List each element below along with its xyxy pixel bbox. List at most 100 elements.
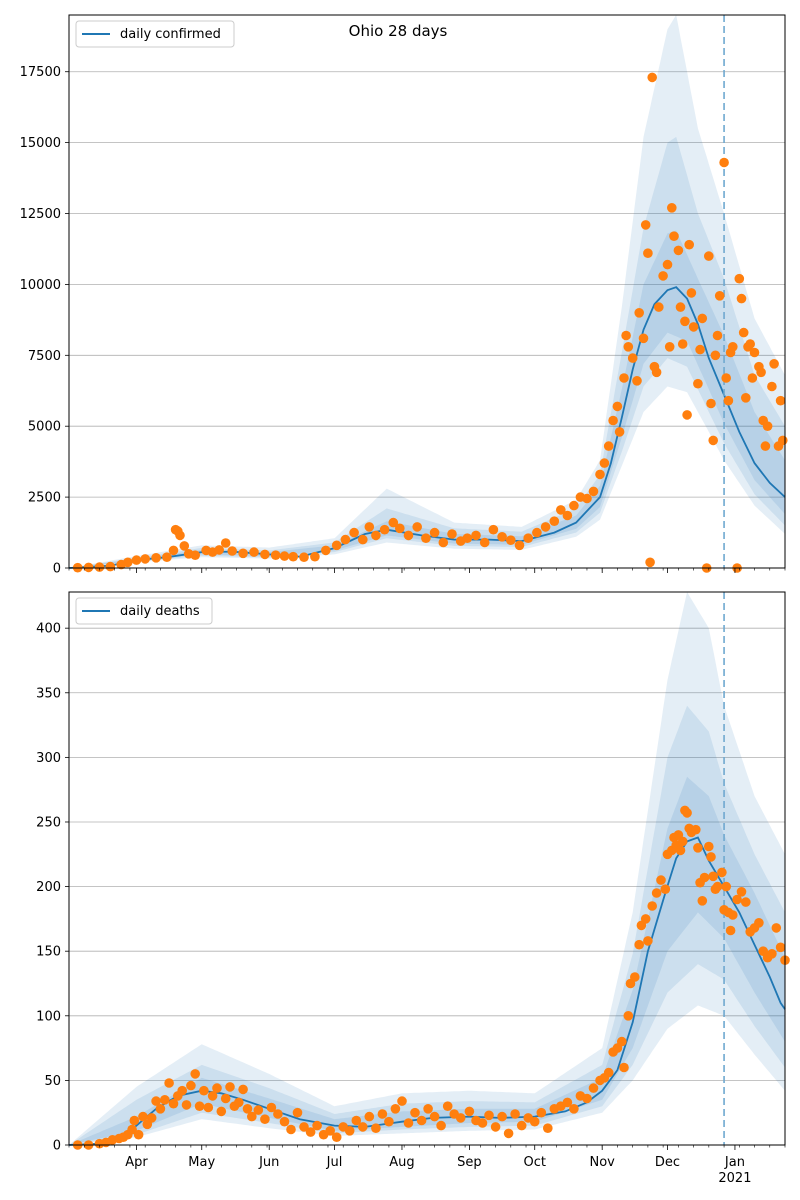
y-tick-label: 50: [44, 1074, 61, 1089]
observed-point: [756, 367, 766, 378]
observed-point: [677, 836, 688, 847]
observed-point: [455, 1113, 466, 1123]
observed-point: [762, 421, 773, 432]
observed-point: [556, 505, 566, 515]
observed-point: [723, 395, 734, 406]
observed-point: [168, 545, 179, 556]
observed-point: [640, 914, 651, 924]
observed-point: [242, 1104, 253, 1114]
observed-point: [741, 897, 751, 907]
observed-point: [416, 1115, 427, 1126]
observed-point: [94, 562, 105, 572]
observed-point: [331, 540, 342, 551]
observed-point: [647, 72, 657, 83]
observed-point: [105, 561, 116, 572]
observed-point: [442, 1101, 453, 1111]
observed-point: [266, 1102, 277, 1113]
plot-frame: [68, 14, 786, 569]
model-median-line: [68, 836, 786, 1146]
observed-point: [767, 381, 777, 392]
observed-point: [662, 259, 673, 270]
observed-point: [133, 1129, 144, 1140]
cases-legend-box: [75, 20, 235, 48]
observed-point: [214, 545, 224, 555]
observed-point: [212, 1083, 222, 1093]
observed-point: [632, 376, 642, 386]
y-tick-label: 400: [36, 622, 61, 637]
cases-legend-label: daily confirmed: [120, 27, 221, 42]
observed-point: [503, 1128, 514, 1139]
observed-point: [397, 1096, 407, 1106]
observed-point: [673, 245, 684, 256]
observed-point: [238, 1084, 248, 1095]
observed-point: [675, 845, 686, 856]
observed-point: [225, 1082, 235, 1092]
observed-point: [643, 248, 653, 258]
observed-point: [479, 537, 490, 548]
observed-point: [438, 537, 449, 548]
observed-point: [638, 333, 649, 344]
observed-point: [695, 344, 705, 355]
observed-point: [562, 510, 573, 521]
observed-point: [660, 884, 671, 894]
observed-point: [627, 353, 638, 363]
x-tick-label: Jul: [326, 1155, 343, 1170]
observed-point: [582, 1093, 592, 1104]
observed-point: [497, 1111, 507, 1122]
observed-point: [767, 949, 777, 959]
observed-point: [175, 530, 185, 541]
observed-point: [599, 458, 610, 468]
observed-point: [643, 936, 653, 946]
observed-point: [708, 435, 718, 446]
observed-point: [516, 1120, 527, 1131]
observed-point: [693, 378, 703, 389]
observed-point: [220, 1093, 231, 1104]
observed-point: [675, 302, 686, 312]
observed-point: [384, 1116, 394, 1127]
observed-point: [754, 918, 764, 928]
observed-point: [612, 401, 623, 412]
observed-point: [216, 1106, 227, 1117]
y-tick-label: 300: [36, 751, 61, 766]
observed-point: [667, 203, 677, 213]
observed-point: [704, 251, 714, 261]
observed-point: [403, 1118, 414, 1128]
observed-point: [358, 1122, 368, 1132]
deaths-panel: 0 50 100 150 200 250 300 350 400 Apr May Jun Jul Aug S…: [36, 591, 790, 1186]
observed-point: [358, 534, 368, 545]
observed-point: [325, 1126, 336, 1136]
observed-point: [708, 871, 718, 882]
observed-point: [621, 330, 631, 341]
observed-point: [745, 339, 755, 349]
observed-point: [412, 522, 423, 532]
y-tick-label: 5000: [28, 420, 61, 435]
observed-point: [123, 557, 133, 568]
observed-point: [682, 808, 692, 818]
observed-point: [190, 550, 200, 560]
observed-point: [603, 441, 614, 451]
observed-point: [312, 1120, 322, 1131]
x-tick-label: Apr: [125, 1155, 148, 1170]
observed-point: [395, 523, 405, 534]
observed-point: [177, 1085, 187, 1096]
observed-point: [490, 1122, 501, 1132]
observed-point: [227, 546, 237, 556]
observed-point: [682, 410, 692, 420]
observed-point: [162, 552, 172, 562]
observed-point: [288, 551, 299, 562]
observed-point: [129, 1115, 140, 1126]
observed-point: [623, 1011, 634, 1021]
observed-point: [249, 547, 259, 557]
observed-point: [540, 522, 551, 532]
observed-point: [447, 529, 457, 539]
observed-point: [736, 293, 747, 304]
observed-point: [588, 1083, 599, 1093]
observed-point: [619, 373, 629, 383]
observed-point: [778, 435, 788, 446]
observed-point: [645, 557, 655, 568]
observed-point: [747, 373, 758, 383]
observed-point: [536, 1107, 547, 1118]
observed-point: [146, 1113, 157, 1123]
observed-point: [769, 359, 779, 369]
